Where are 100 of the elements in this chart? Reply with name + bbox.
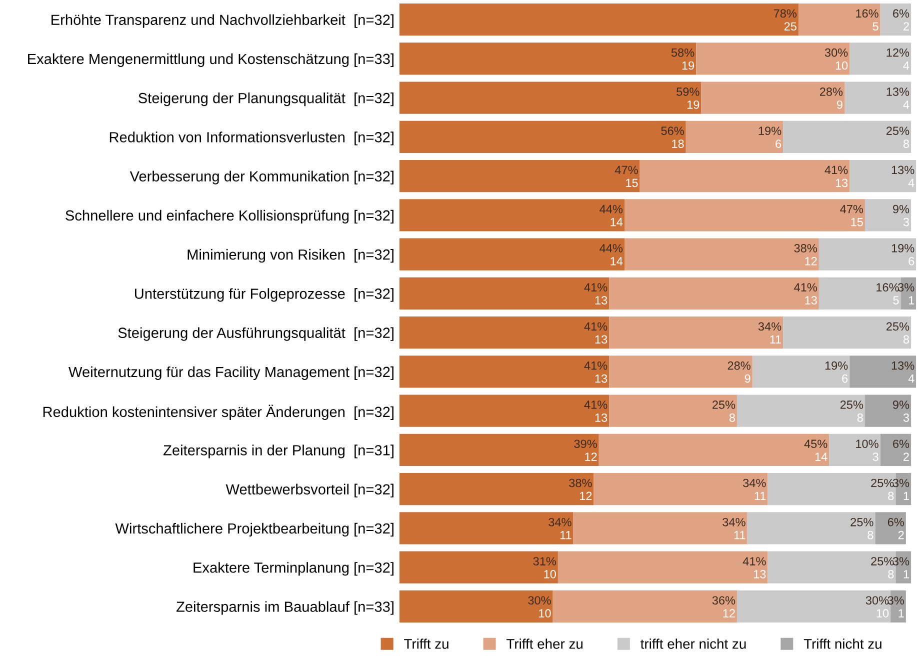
- data-label: 78% 25: [774, 9, 797, 31]
- bar: [875, 512, 906, 544]
- data-label: 47% 15: [840, 204, 864, 226]
- data-label: 13% 4: [892, 361, 914, 383]
- data-label: 19% 6: [758, 126, 782, 148]
- y-tick-label: Steigerung der Planungsqualität [n=32]: [138, 92, 394, 106]
- bar: [686, 120, 784, 153]
- data-label: 34% 11: [758, 322, 782, 344]
- bar: [880, 4, 912, 36]
- bar: [609, 356, 752, 388]
- data-label: 6% 2: [888, 518, 904, 540]
- bar: [598, 434, 830, 466]
- data-label: 6% 2: [893, 440, 910, 461]
- bar: [558, 551, 768, 584]
- bar: [880, 434, 912, 466]
- data-label: 30% 10: [528, 596, 551, 618]
- bar: [624, 238, 819, 270]
- bar: [609, 394, 738, 427]
- bar: [783, 120, 912, 153]
- data-label: 34% 11: [548, 518, 572, 540]
- data-label: 25% 8: [712, 400, 736, 422]
- data-label: 41% 13: [584, 283, 608, 304]
- y-tick-label: Erhöhte Transparenz und Nachvollziehbarkeit [n=32]: [52, 14, 394, 28]
- data-label: 3% 1: [892, 478, 910, 500]
- bar: [399, 356, 610, 388]
- data-label: 41% 13: [584, 322, 608, 344]
- bar: [399, 473, 594, 506]
- bar: [399, 394, 610, 427]
- y-tick-label: Wirtschaftlichere Projektbearbeitung [n=32]: [115, 522, 394, 537]
- data-label: 41% 13: [742, 557, 766, 578]
- bar: [701, 82, 845, 114]
- bar: [624, 199, 865, 232]
- data-label: 34% 11: [722, 518, 746, 540]
- data-label: 16% 5: [856, 9, 878, 31]
- data-label: 34% 11: [743, 478, 766, 500]
- bar: [399, 82, 702, 114]
- data-label: 58% 19: [671, 48, 694, 70]
- y-tick-label: Steigerung der Ausführungsqualität [n=32]: [118, 327, 394, 341]
- bar: [399, 434, 599, 466]
- legend-label: trifft eher nicht zu: [640, 638, 746, 649]
- bar: [737, 394, 865, 427]
- bar: [829, 434, 880, 466]
- data-label: 28% 9: [728, 361, 750, 383]
- data-label: 9% 3: [893, 400, 910, 422]
- legend-label: Trifft zu: [404, 638, 448, 649]
- data-label: 44% 14: [600, 204, 623, 226]
- y-tick-label: Schnellere und einfachere Kollisionsprüfung [n=32]: [66, 210, 394, 224]
- data-label: 3% 1: [892, 557, 910, 578]
- bar: [399, 551, 558, 584]
- y-tick-label: Wettbewerbsvorteil [n=32]: [226, 484, 394, 498]
- y-tick-label: Unterstützung für Folgeprozesse [n=32]: [134, 288, 394, 302]
- bar: [640, 160, 850, 192]
- data-label: 38% 12: [569, 478, 592, 500]
- data-label: 41% 13: [584, 400, 608, 422]
- data-label: 31% 10: [533, 557, 556, 578]
- y-tick-label: Minimierung von Risiken [n=32]: [188, 249, 394, 263]
- bar: [752, 356, 850, 388]
- bar: [399, 42, 696, 75]
- bar: [594, 473, 768, 506]
- bar: [850, 160, 916, 192]
- y-tick-label: Exaktere Terminplanung [n=32]: [194, 562, 394, 576]
- bar: [399, 316, 610, 349]
- y-tick-label: Weiternutzung für das Facility Management [n=32]: [68, 366, 394, 380]
- legend-label: Trifft nicht zu: [804, 638, 882, 649]
- y-tick-label: Verbesserung der Kommunikation [n=32]: [130, 170, 394, 184]
- data-label: 28% 9: [820, 88, 843, 109]
- data-label: 38% 12: [794, 244, 817, 266]
- y-tick-label: Zeitersparnis in der Planung [n=31]: [164, 444, 394, 458]
- y-tick-label: Reduktion kostenintensiver später Änderungen [n=32]: [43, 404, 394, 420]
- data-label: 3% 1: [898, 283, 914, 304]
- legend-label: Trifft eher zu: [506, 638, 582, 649]
- bar: [850, 356, 916, 388]
- bar: [864, 394, 912, 427]
- data-label: 36% 12: [712, 596, 736, 618]
- bar: [609, 277, 819, 310]
- bar: [399, 238, 624, 270]
- data-label: 39% 12: [574, 440, 597, 461]
- bar: [399, 277, 610, 310]
- bar: [818, 238, 916, 270]
- bar: [399, 199, 624, 232]
- bar: [399, 590, 553, 623]
- bar: [573, 512, 748, 544]
- bar: [399, 160, 640, 192]
- bar: [696, 42, 850, 75]
- data-label: 45% 14: [804, 440, 828, 461]
- data-label: 47% 15: [614, 166, 638, 188]
- data-label: 41% 13: [794, 283, 817, 304]
- y-tick-label: Exaktere Mengenermittlung und Kostenschätzung [n=33]: [28, 53, 394, 67]
- bar: [552, 590, 738, 623]
- bar: [609, 316, 784, 349]
- y-tick-label: Zeitersparnis im Bauablauf [n=33]: [176, 601, 394, 615]
- bar: [850, 42, 912, 75]
- bar: [399, 120, 686, 153]
- bar: [783, 316, 912, 349]
- data-label: 44% 14: [600, 244, 623, 266]
- data-label: 59% 19: [676, 88, 700, 109]
- bar: [864, 199, 912, 232]
- data-label: 41% 13: [584, 361, 608, 383]
- bar: [844, 82, 912, 114]
- data-label: 56% 18: [661, 126, 684, 148]
